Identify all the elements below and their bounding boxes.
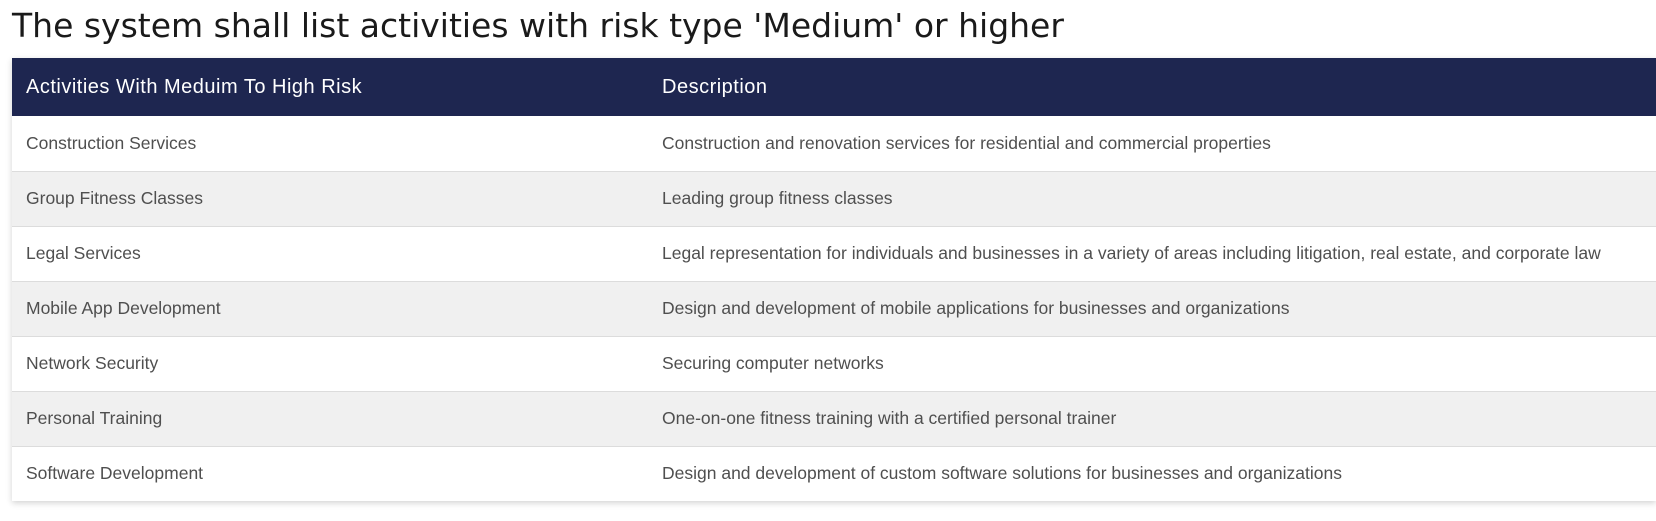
table-row: Legal Services Legal representation for … [12,226,1656,281]
activity-cell: Group Fitness Classes [26,188,204,208]
activity-cell: Network Security [26,353,159,373]
activity-cell: Personal Training [26,408,163,428]
table-row: Construction Services Construction and r… [12,116,1656,171]
page-title: The system shall list activities with ri… [12,6,1064,45]
activities-table: Activities With Meduim To High Risk Desc… [12,58,1656,501]
table-row: Software Development Design and developm… [12,446,1656,501]
column-header-activity: Activities With Meduim To High Risk [26,75,363,98]
description-cell: Legal representation for individuals and… [662,243,1601,263]
description-cell: Design and development of mobile applica… [662,298,1290,318]
activity-cell: Legal Services [26,243,141,263]
table-header: Activities With Meduim To High Risk Desc… [12,58,1656,116]
description-cell: One-on-one fitness training with a certi… [662,408,1117,428]
table-header-row: Activities With Meduim To High Risk Desc… [12,58,1656,116]
table-row: Group Fitness Classes Leading group fitn… [12,171,1656,226]
table-row: Network Security Securing computer netwo… [12,336,1656,391]
table-row: Mobile App Development Design and develo… [12,281,1656,336]
description-cell: Leading group fitness classes [662,188,893,208]
description-cell: Construction and renovation services for… [662,132,1271,153]
table-body: Construction Services Construction and r… [12,116,1656,501]
description-cell: Design and development of custom softwar… [662,463,1342,484]
activity-cell: Construction Services [26,132,197,153]
table-row: Personal Training One-on-one fitness tra… [12,391,1656,446]
column-header-description: Description [662,75,768,98]
activity-cell: Software Development [26,463,204,484]
description-cell: Securing computer networks [662,353,884,373]
activities-table-container: Activities With Meduim To High Risk Desc… [12,58,1656,501]
activity-cell: Mobile App Development [26,298,221,318]
